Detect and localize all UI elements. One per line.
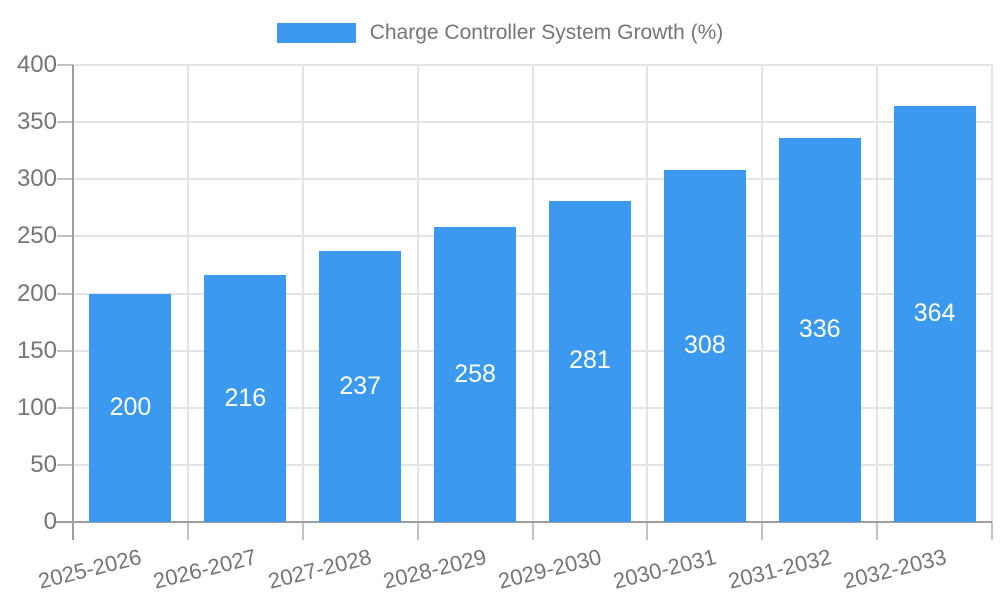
gridline-vertical (991, 65, 993, 522)
y-axis-tick-mark (57, 121, 73, 124)
y-axis-tick-label: 100 (16, 393, 57, 421)
y-axis-line (72, 65, 74, 540)
bar-value-label: 308 (683, 331, 726, 360)
bar (893, 106, 976, 522)
x-axis-tick-mark (876, 522, 879, 540)
y-axis-tick-mark (57, 349, 73, 352)
chart-legend[interactable]: Charge Controller System Growth (%) (0, 18, 1000, 48)
gridline-vertical (416, 65, 419, 522)
gridline-vertical (646, 65, 649, 522)
y-axis-tick-mark (57, 178, 73, 181)
y-axis-tick-label: 0 (43, 508, 57, 535)
bar-value-label: 200 (109, 392, 152, 421)
y-axis-tick-mark (57, 235, 73, 238)
bar-value-label: 281 (569, 346, 611, 375)
bar (89, 293, 172, 522)
bar-value-label: 216 (224, 383, 267, 412)
gridline-vertical (186, 65, 189, 522)
bar-value-label: 258 (454, 359, 496, 388)
x-axis-tick-mark (991, 522, 993, 540)
y-axis-tick-label: 350 (16, 108, 57, 136)
bar (434, 227, 517, 522)
bar-value-label: 336 (798, 315, 841, 344)
y-axis-tick-label: 400 (16, 51, 57, 78)
bar (778, 138, 861, 522)
bar (663, 170, 746, 522)
x-axis-tick-mark (301, 522, 304, 540)
y-axis-tick-mark (57, 64, 73, 66)
x-axis-tick-mark (531, 522, 534, 540)
y-axis-tick-mark (57, 406, 73, 409)
y-axis-tick-label: 150 (16, 336, 57, 364)
y-axis-tick-label: 200 (16, 279, 57, 307)
gridline-vertical (301, 65, 304, 522)
legend-label: Charge Controller System Growth (%) (369, 21, 724, 44)
legend-swatch (276, 23, 356, 43)
y-axis-tick-label: 250 (16, 222, 57, 250)
y-axis-tick-label: 300 (16, 165, 57, 193)
bar-value-label: 237 (339, 371, 382, 400)
bar (204, 275, 287, 522)
x-axis-line (56, 521, 992, 523)
x-axis-tick-mark (416, 522, 419, 540)
y-axis-tick-mark (57, 463, 73, 466)
gridline-vertical (876, 65, 879, 522)
x-axis-tick-mark (186, 522, 189, 540)
gridline-vertical (761, 65, 764, 522)
y-axis-tick-mark (57, 292, 73, 295)
y-axis-tick-label: 50 (30, 450, 57, 478)
x-axis-tick-mark (646, 522, 649, 540)
bar-value-label: 364 (913, 299, 956, 328)
gridline-vertical (531, 65, 534, 522)
bar (548, 200, 631, 522)
x-axis-tick-mark (761, 522, 764, 540)
bar (319, 251, 402, 522)
